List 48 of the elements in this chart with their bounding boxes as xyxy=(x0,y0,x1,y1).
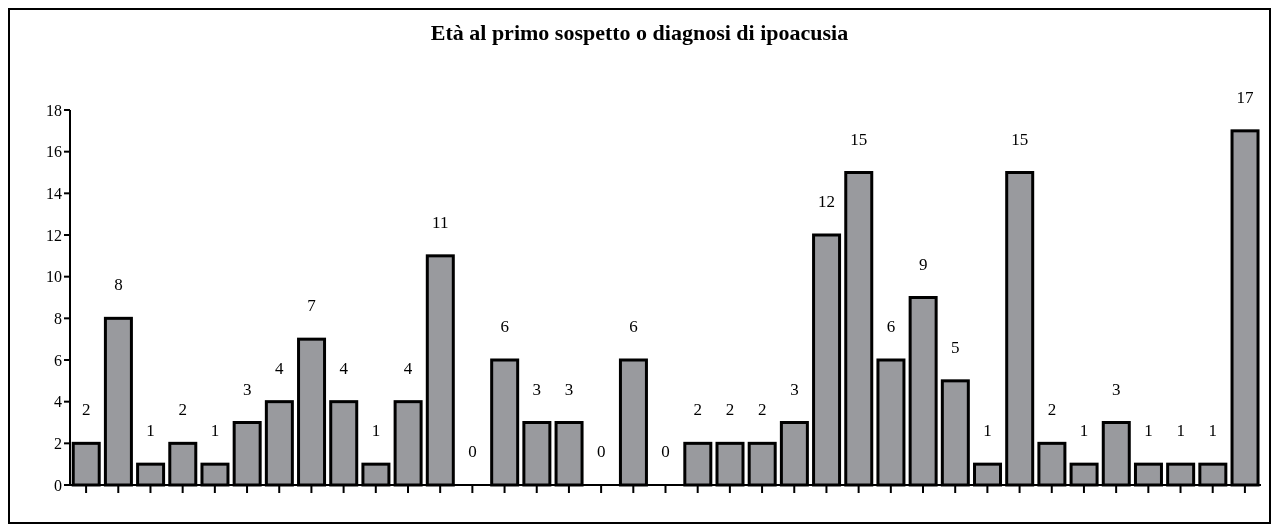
data-label: 17 xyxy=(1236,87,1255,107)
data-label: 0 xyxy=(661,442,670,461)
data-label: 1 xyxy=(983,421,992,441)
data-label: 9 xyxy=(918,254,928,274)
data-label: 3 xyxy=(532,379,542,399)
data-label: 3 xyxy=(564,379,574,399)
data-label: 1 xyxy=(1176,421,1185,441)
y-tick-label: 16 xyxy=(46,143,62,161)
data-label: 1 xyxy=(1208,421,1218,441)
data-label: 1 xyxy=(1144,421,1153,441)
data-label: 12 xyxy=(818,192,836,211)
y-tick-label: 10 xyxy=(46,268,62,286)
data-label: 4 xyxy=(339,358,349,378)
data-label: 3 xyxy=(790,379,799,399)
y-tick-label: 0 xyxy=(54,476,62,494)
data-label: 0 xyxy=(468,442,477,461)
y-tick-label: 4 xyxy=(54,393,62,411)
data-label: 2 xyxy=(725,400,735,420)
data-label: 8 xyxy=(114,275,123,295)
data-label: 2 xyxy=(178,400,188,420)
data-label: 11 xyxy=(432,212,449,232)
data-label: 2 xyxy=(81,400,91,420)
y-tick-label: 14 xyxy=(46,185,62,203)
y-tick-label: 2 xyxy=(54,435,62,453)
data-label: 15 xyxy=(850,129,868,149)
y-tick-label: 8 xyxy=(54,310,62,328)
data-label: 15 xyxy=(1011,129,1029,149)
data-label: 3 xyxy=(1112,379,1121,399)
data-label: 2 xyxy=(757,400,767,420)
data-label: 3 xyxy=(242,379,252,399)
data-label: 1 xyxy=(210,421,220,441)
data-label: 1 xyxy=(371,421,381,441)
data-label: 0 xyxy=(597,442,606,461)
data-label: 1 xyxy=(1079,421,1089,441)
data-label: 2 xyxy=(693,400,703,420)
data-label: 6 xyxy=(886,317,896,336)
y-tick-label: 18 xyxy=(46,101,62,119)
data-label: 4 xyxy=(403,358,413,378)
data-label: 6 xyxy=(500,317,509,336)
data-label: 5 xyxy=(951,337,960,357)
y-tick-label: 6 xyxy=(54,351,62,369)
y-tick-label: 12 xyxy=(46,226,62,244)
data-label: 4 xyxy=(275,358,285,378)
data-label: 6 xyxy=(629,317,638,336)
data-label: 1 xyxy=(146,421,155,441)
data-label: 7 xyxy=(307,296,317,316)
chart-title: Età al primo sospetto o diagnosi di ipoacusia xyxy=(429,20,850,46)
data-label: 2 xyxy=(1047,400,1057,420)
